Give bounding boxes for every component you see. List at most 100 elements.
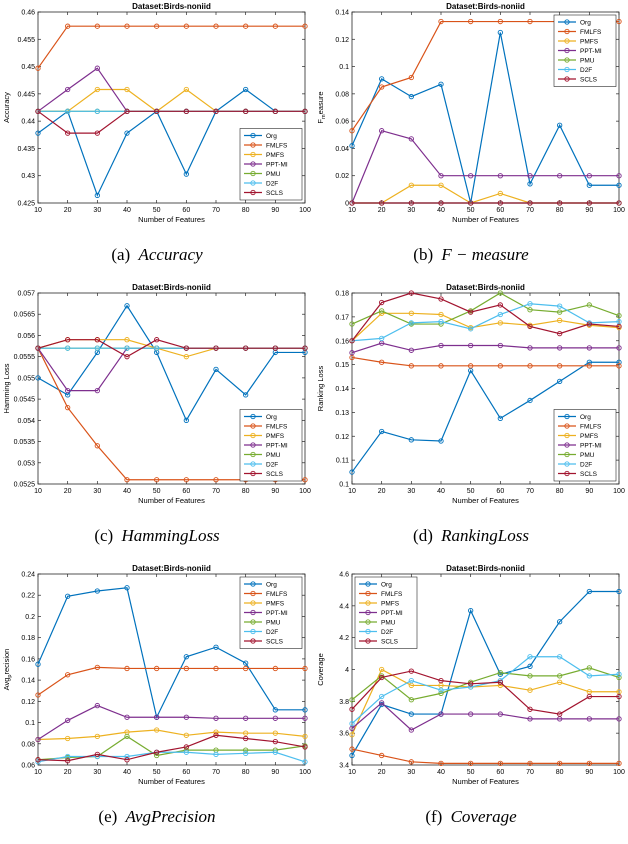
- legend-marker: [250, 581, 256, 587]
- data-point: [379, 308, 385, 314]
- series-fmlfs: [349, 354, 622, 369]
- data-point: [438, 296, 444, 302]
- data-point: [154, 337, 160, 343]
- legend-item-org: Org: [244, 581, 277, 589]
- legend-label: PPT-MI: [266, 610, 288, 617]
- chart-title: Dataset:Birds-noniid: [132, 283, 211, 292]
- data-point: [213, 729, 219, 735]
- data-point: [438, 319, 444, 325]
- caption-label: (a): [111, 245, 131, 264]
- data-point: [527, 307, 533, 313]
- caption-metric: Coverage: [450, 807, 517, 826]
- legend-label: PMFS: [381, 601, 400, 608]
- legend-marker: [365, 590, 371, 597]
- legend-item-ppt-mi: PPT-MI: [244, 161, 288, 169]
- data-point: [124, 733, 130, 740]
- legend-item-scls: SCLS: [359, 638, 399, 646]
- legend-label: Org: [266, 414, 277, 421]
- data-point: [468, 607, 474, 614]
- x-tick-label: 40: [123, 207, 131, 214]
- data-point: [349, 752, 355, 759]
- legend-marker: [250, 180, 256, 186]
- x-tick-label: 80: [556, 769, 564, 776]
- y-tick-label: 0.0525: [14, 482, 36, 489]
- series-line: [351, 32, 619, 204]
- data-point: [497, 302, 503, 308]
- y-tick-label: 0.02: [335, 173, 349, 180]
- legend-label: PMFS: [266, 601, 285, 608]
- legend-label: D2F: [266, 462, 278, 469]
- data-point: [438, 690, 444, 697]
- data-point: [35, 130, 41, 136]
- y-axis-label: Coverage: [316, 653, 325, 686]
- data-point: [379, 700, 385, 706]
- series-line: [37, 734, 306, 762]
- series-line: [37, 304, 305, 422]
- data-point: [497, 290, 503, 296]
- chart-hamming-loss: Dataset:Birds-noniid 10 20 30 40 50 60 70 80 90 10…: [2, 283, 311, 505]
- legend-item-pmfs: PMFS: [558, 38, 599, 46]
- series-ppt-mi: [349, 340, 622, 356]
- chart-panel-accuracy: Dataset:Birds-noniid 10 20 30 40 50 60 70 80 90 10…: [0, 0, 314, 281]
- data-point: [379, 200, 385, 206]
- x-tick-label: 100: [613, 769, 625, 776]
- x-tick-label: 20: [378, 769, 386, 776]
- data-point: [408, 363, 414, 369]
- data-point: [527, 673, 533, 679]
- y-axis-label: Hamming Loss: [2, 363, 11, 413]
- data-point: [94, 345, 100, 351]
- caption-metric: F − measure: [441, 245, 529, 264]
- series-org: [349, 359, 622, 475]
- data-point: [124, 354, 130, 360]
- data-point: [438, 438, 444, 444]
- data-point: [379, 84, 385, 90]
- legend-marker: [564, 423, 570, 429]
- data-point: [213, 108, 219, 114]
- y-tick-label: 0.14: [335, 386, 349, 393]
- data-point: [243, 750, 249, 756]
- caption-label: (b): [413, 245, 434, 264]
- y-tick-label: 4: [345, 667, 349, 674]
- data-point: [124, 23, 130, 29]
- legend-item-ppt-mi: PPT-MI: [558, 442, 602, 450]
- legend-label: PMU: [381, 620, 396, 627]
- y-axis-label: Ranking Loss: [316, 366, 325, 412]
- legend-item-d2f: D2F: [244, 461, 278, 469]
- x-tick-label: 30: [93, 207, 101, 214]
- data-point: [527, 654, 533, 660]
- legend-marker: [365, 600, 371, 606]
- caption-accuracy: (a) Accuracy: [0, 245, 314, 265]
- y-tick-label: 0.13: [335, 410, 349, 417]
- data-point: [557, 654, 563, 660]
- x-tick-label: 20: [378, 488, 386, 495]
- data-point: [379, 666, 385, 673]
- series-fmlfs: [35, 23, 308, 71]
- data-point: [243, 86, 249, 93]
- data-point: [183, 749, 189, 755]
- data-point: [124, 757, 130, 763]
- data-point: [349, 350, 355, 356]
- data-point: [616, 760, 622, 767]
- data-point: [94, 337, 100, 343]
- data-point: [124, 753, 130, 760]
- x-axis-label: Number of Features: [138, 777, 205, 786]
- data-point: [272, 749, 278, 755]
- series-line: [351, 129, 619, 204]
- data-point: [94, 751, 100, 758]
- series-line: [351, 702, 619, 731]
- data-point: [183, 354, 189, 360]
- data-point: [438, 677, 444, 684]
- data-point: [213, 715, 219, 721]
- data-point: [497, 320, 503, 326]
- data-point: [557, 378, 563, 384]
- legend-marker: [250, 142, 256, 148]
- x-tick-label: 10: [34, 207, 42, 214]
- data-point: [124, 345, 130, 351]
- legend-label: FMLFS: [381, 591, 403, 598]
- legend-label: D2F: [580, 67, 592, 74]
- x-tick-label: 90: [585, 207, 593, 214]
- data-point: [557, 679, 563, 685]
- y-tick-label: 0.24: [21, 572, 35, 579]
- data-point: [527, 663, 533, 669]
- data-point: [35, 736, 41, 743]
